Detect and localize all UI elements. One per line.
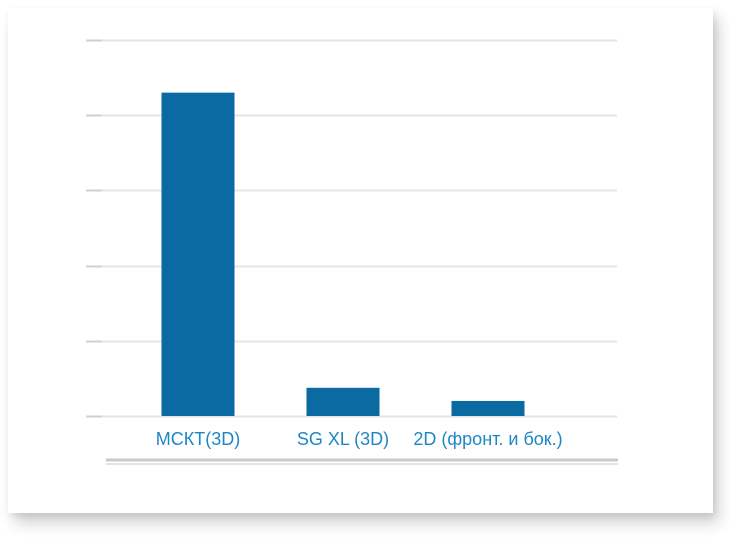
bars (161, 92, 525, 416)
chart-card (8, 8, 713, 513)
bar (306, 387, 380, 416)
x-axis-baseline (106, 458, 618, 465)
x-axis-labels: МСКТ(3D) SG XL (3D) 2D (фронт. и бок.) (156, 429, 563, 449)
x-tick-label: 2D (фронт. и бок.) (413, 429, 562, 449)
x-tick-label: МСКТ(3D) (156, 429, 240, 449)
y-axis-ticks (86, 39, 102, 418)
x-tick-label: SG XL (3D) (297, 429, 389, 449)
bar (451, 400, 525, 416)
bar (161, 92, 235, 416)
